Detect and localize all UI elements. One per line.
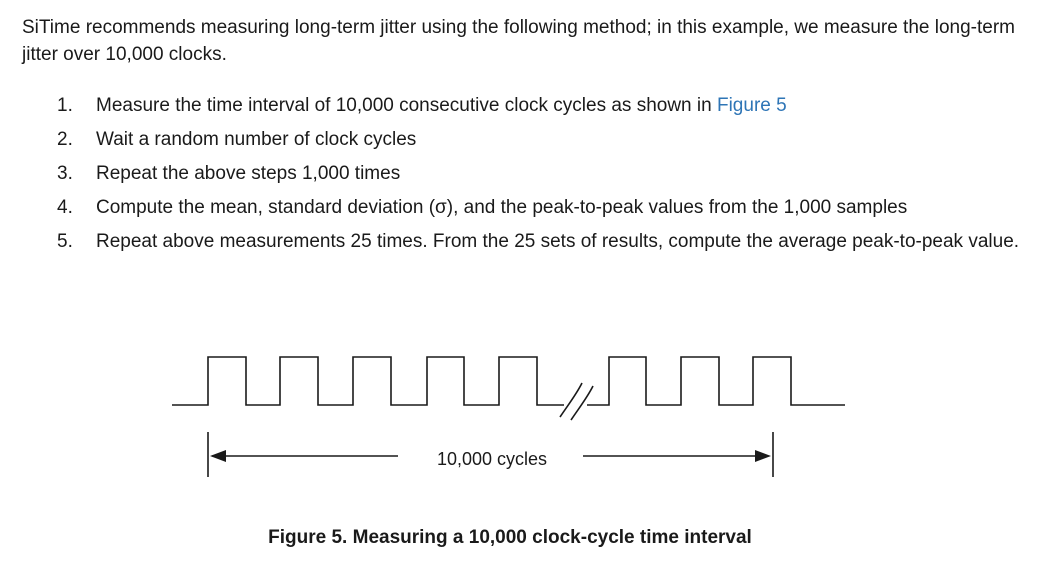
figure-caption: Figure 5. Measuring a 10,000 clock-cycle…	[268, 527, 752, 548]
list-item: 1. Measure the time interval of 10,000 c…	[22, 92, 1022, 119]
step-number: 1.	[57, 95, 73, 116]
left-arrowhead	[210, 450, 226, 462]
step-number: 3.	[57, 163, 73, 184]
cycles-label: 10,000 cycles	[436, 449, 548, 469]
step-text: Repeat the above steps 1,000 times	[96, 163, 401, 184]
list-item: 3. Repeat the above steps 1,000 times	[22, 160, 1022, 187]
intro-paragraph: SiTime recommends measuring long-term ji…	[22, 17, 1016, 65]
list-item: 2. Wait a random number of clock cycles	[22, 126, 1022, 153]
step-text: Repeat above measurements 25 times. From…	[96, 231, 1020, 252]
step-text: Compute the mean, standard deviation (σ)…	[96, 197, 908, 218]
step-number: 5.	[57, 231, 73, 252]
step-text: Wait a random number of clock cycles	[96, 129, 417, 150]
list-item: 4. Compute the mean, standard deviation …	[22, 194, 1022, 221]
clock-waveform-right	[587, 356, 845, 406]
step-text: Measure the time interval of 10,000 cons…	[96, 95, 717, 116]
clock-waveform-diagram	[172, 356, 845, 477]
list-item: 5. Repeat above measurements 25 times. F…	[22, 228, 1022, 255]
figure-5-link[interactable]: Figure 5	[716, 95, 787, 116]
step-number: 2.	[57, 129, 73, 150]
steps-list: 1. Measure the time interval of 10,000 c…	[22, 92, 1022, 262]
break-symbol	[559, 382, 594, 421]
clock-waveform-left	[172, 356, 564, 406]
right-arrowhead	[755, 450, 771, 462]
step-number: 4.	[57, 197, 73, 218]
